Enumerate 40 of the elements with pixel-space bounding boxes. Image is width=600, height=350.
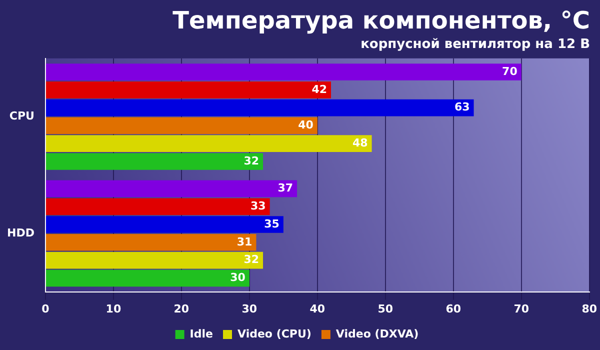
bar xyxy=(46,216,284,233)
x-tick-label: 60 xyxy=(446,302,462,316)
data-label: 63 xyxy=(454,100,470,114)
data-label: 32 xyxy=(244,253,260,266)
bar xyxy=(46,198,270,216)
data-label: 30 xyxy=(230,271,246,284)
x-tick-label: 10 xyxy=(106,302,122,316)
x-tick-label: 70 xyxy=(514,302,530,316)
data-label: 31 xyxy=(236,235,252,248)
x-tick-label: 80 xyxy=(582,302,598,316)
bar xyxy=(46,153,264,170)
data-label: 35 xyxy=(264,217,280,230)
data-label: 33 xyxy=(250,199,266,212)
bar xyxy=(46,82,332,98)
x-tick-label: 30 xyxy=(242,302,258,316)
legend-label: Video (DXVA) xyxy=(336,327,419,340)
y-tick-label: CPU xyxy=(9,110,34,123)
x-tick-label: 50 xyxy=(378,302,394,316)
chart-title: Температура компонентов, °C xyxy=(172,6,590,35)
bar xyxy=(46,64,522,80)
data-label: 70 xyxy=(502,64,518,78)
data-label: 40 xyxy=(298,118,314,132)
data-label: 37 xyxy=(278,182,294,195)
bar xyxy=(46,234,256,251)
bar xyxy=(46,117,318,134)
data-label: 32 xyxy=(244,154,260,168)
y-tick-label: HDD xyxy=(7,226,34,240)
x-tick-label: 40 xyxy=(310,302,326,316)
x-tick-label: 20 xyxy=(174,302,190,316)
bar xyxy=(46,99,474,116)
legend-label: Idle xyxy=(190,327,214,340)
bar xyxy=(46,270,250,287)
bar xyxy=(46,180,298,198)
legend-label: Video (CPU) xyxy=(238,327,312,340)
chart-subtitle: корпусной вентилятор на 12 В xyxy=(360,36,590,52)
data-label: 48 xyxy=(352,136,368,150)
x-tick-label: 0 xyxy=(42,302,50,316)
bar xyxy=(46,252,264,269)
data-label: 42 xyxy=(312,82,328,96)
bar xyxy=(46,135,372,152)
